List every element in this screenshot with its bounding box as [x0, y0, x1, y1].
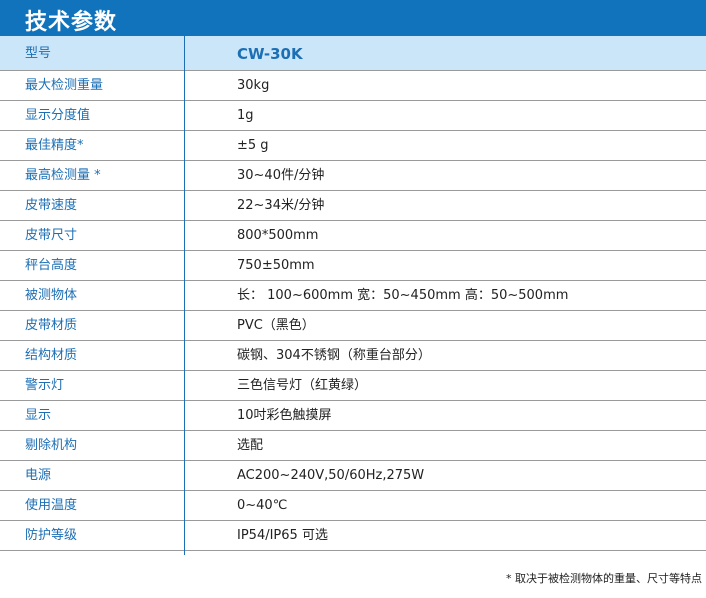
footnote: * 取决于被检测物体的重量、尺寸等特点	[506, 572, 702, 585]
spec-label: 皮带尺寸	[25, 228, 78, 243]
table-row: 秤台高度 750±50mm	[0, 251, 706, 281]
table-row: 最高检测量 * 30~40件/分钟	[0, 161, 706, 191]
table-row: 显示 10吋彩色触摸屏	[0, 401, 706, 431]
spec-value: IP54/IP65 可选	[237, 528, 328, 543]
spec-table: 型号 CW-30K 最大检测重量 30kg 显示分度值 1g 最佳精度* ±5 g 最高检测…	[0, 36, 706, 551]
spec-label: 皮带材质	[25, 318, 78, 333]
spec-value: AC200~240V,50/60Hz,275W	[237, 468, 425, 483]
model-value: CW-30K	[237, 45, 303, 63]
spec-value: 碳钢、304不锈钢（称重台部分）	[237, 348, 431, 363]
header-label: 型号	[25, 46, 52, 61]
table-row: 使用温度 0~40℃	[0, 491, 706, 521]
spec-value: 22~34米/分钟	[237, 198, 325, 213]
spec-label: 警示灯	[25, 378, 65, 393]
spec-value: 1g	[237, 108, 254, 123]
table-row: 皮带尺寸 800*500mm	[0, 221, 706, 251]
table-row: 警示灯 三色信号灯（红黄绿）	[0, 371, 706, 401]
spec-value: 长： 100~600mm 宽：50~450mm 高：50~500mm	[237, 288, 569, 303]
spec-label: 显示分度值	[25, 108, 91, 123]
spec-label: 最佳精度*	[25, 138, 84, 153]
spec-value: 0~40℃	[237, 498, 288, 513]
spec-label: 电源	[25, 468, 52, 483]
page-title: 技术参数	[25, 10, 118, 35]
spec-label: 最高检测量 *	[25, 168, 101, 183]
spec-label: 最大检测重量	[25, 78, 104, 93]
title-bar: 技术参数	[0, 0, 706, 36]
table-row: 最佳精度* ±5 g	[0, 131, 706, 161]
table-row: 防护等级 IP54/IP65 可选	[0, 521, 706, 551]
table-row: 显示分度值 1g	[0, 101, 706, 131]
spec-label: 使用温度	[25, 498, 78, 513]
spec-value: 三色信号灯（红黄绿）	[237, 378, 368, 393]
spec-label: 被测物体	[25, 288, 78, 303]
spec-label: 秤台高度	[25, 258, 78, 273]
spec-label: 剔除机构	[25, 438, 78, 453]
spec-value: 800*500mm	[237, 228, 319, 243]
spec-value: ±5 g	[237, 138, 269, 153]
table-row: 被测物体 长： 100~600mm 宽：50~450mm 高：50~500mm	[0, 281, 706, 311]
table-row: 电源 AC200~240V,50/60Hz,275W	[0, 461, 706, 491]
table-row: 剔除机构 选配	[0, 431, 706, 461]
spec-label: 防护等级	[25, 528, 78, 543]
spec-label: 皮带速度	[25, 198, 78, 213]
spec-value: 30kg	[237, 78, 270, 93]
spec-label: 结构材质	[25, 348, 78, 363]
column-divider	[184, 36, 185, 555]
spec-value: 30~40件/分钟	[237, 168, 325, 183]
spec-value: 10吋彩色触摸屏	[237, 408, 332, 423]
spec-value: PVC（黑色）	[237, 318, 315, 333]
spec-label: 显示	[25, 408, 52, 423]
table-header-row: 型号 CW-30K	[0, 36, 706, 71]
spec-value: 750±50mm	[237, 258, 315, 273]
table-row: 最大检测重量 30kg	[0, 71, 706, 101]
table-row: 结构材质 碳钢、304不锈钢（称重台部分）	[0, 341, 706, 371]
table-row: 皮带速度 22~34米/分钟	[0, 191, 706, 221]
table-row: 皮带材质 PVC（黑色）	[0, 311, 706, 341]
spec-value: 选配	[237, 438, 264, 453]
